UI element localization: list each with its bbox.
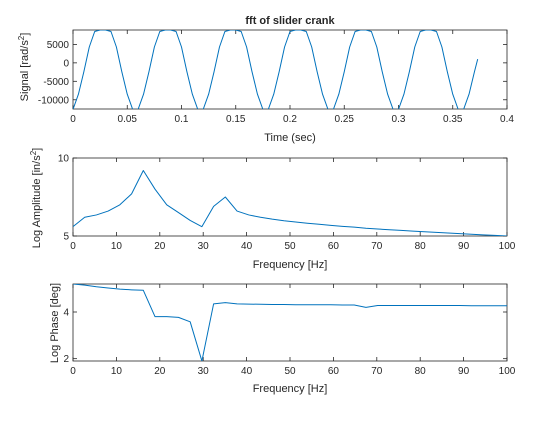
x-tick-label: 50 [284,366,296,377]
x-tick-label: 90 [458,366,470,377]
subplot-amplitude: 0 10 20 30 40 50 60 70 80 90 100 5 10 Frequency [Hz]… [29,148,516,271]
axes-frame [72,283,508,362]
y-tick-label: 10 [58,154,70,165]
x-tick-label: 70 [371,366,383,377]
axes-frame [72,157,508,237]
y-tick-label: -5000 [43,77,69,88]
x-tick-label: 40 [241,366,253,377]
x-tick-label: 80 [415,366,427,377]
axes-amplitude: 0 10 20 30 40 50 60 70 80 90 100 5 10 [58,154,516,253]
subplot-signal: fft of slider crank 0 0.05 0.1 0.15 0.2 0.25 0… [17,15,514,144]
x-tick-label: 0.15 [226,114,246,125]
x-tick-label: 0 [70,366,76,377]
x-axis-label: Frequency [Hz] [253,383,328,395]
chart-title: fft of slider crank [245,15,335,27]
x-axis-label: Time (sec) [264,132,316,144]
x-tick-label: 60 [328,366,340,377]
x-tick-label: 0.3 [392,114,406,125]
axes-frame [72,29,508,110]
x-axis-label: Frequency [Hz] [253,259,328,271]
x-tick-label: 0.2 [283,114,297,125]
series-line [73,30,479,109]
y-axis-label: Log Phase [deg] [49,283,61,363]
x-tick-label: 60 [328,241,340,252]
x-tick-label: 0 [70,241,76,252]
x-tick-label: 30 [198,366,210,377]
x-tick-label: 50 [284,241,296,252]
x-tick-label: 0.1 [175,114,189,125]
y-axis-label: Log Amplitude [in/s2] [29,148,43,248]
x-tick-label: 100 [499,241,516,252]
series-line [73,169,507,236]
axes-phase: 0 10 20 30 40 50 60 70 80 90 100 2 4 [63,283,516,377]
x-tick-label: 0.05 [118,114,138,125]
x-tick-label: 100 [499,366,516,377]
y-tick-label: 2 [63,354,69,365]
x-tick-label: 0.4 [500,114,514,125]
y-axis-label: Signal [rad/s2] [17,33,31,102]
y-tick-label: 0 [63,58,69,69]
series-line [73,284,507,361]
y-tick-label: -10000 [38,95,70,106]
x-tick-label: 0.25 [335,114,355,125]
x-tick-label: 20 [154,366,166,377]
x-tick-label: 10 [111,366,123,377]
x-tick-label: 40 [241,241,253,252]
y-tick-label: 5000 [47,40,70,51]
axes-signal: 0 0.05 0.1 0.15 0.2 0.25 0.3 0.35 0.4 -10000 -5000… [38,29,514,125]
x-tick-label: 90 [458,241,470,252]
y-tick-label: 4 [63,308,69,319]
x-tick-label: 0.35 [443,114,463,125]
y-tick-label: 5 [63,232,69,243]
x-tick-label: 70 [371,241,383,252]
x-tick-label: 20 [154,241,166,252]
x-tick-label: 0 [70,114,76,125]
x-tick-label: 10 [111,241,123,252]
x-tick-label: 80 [415,241,427,252]
x-tick-label: 30 [198,241,210,252]
